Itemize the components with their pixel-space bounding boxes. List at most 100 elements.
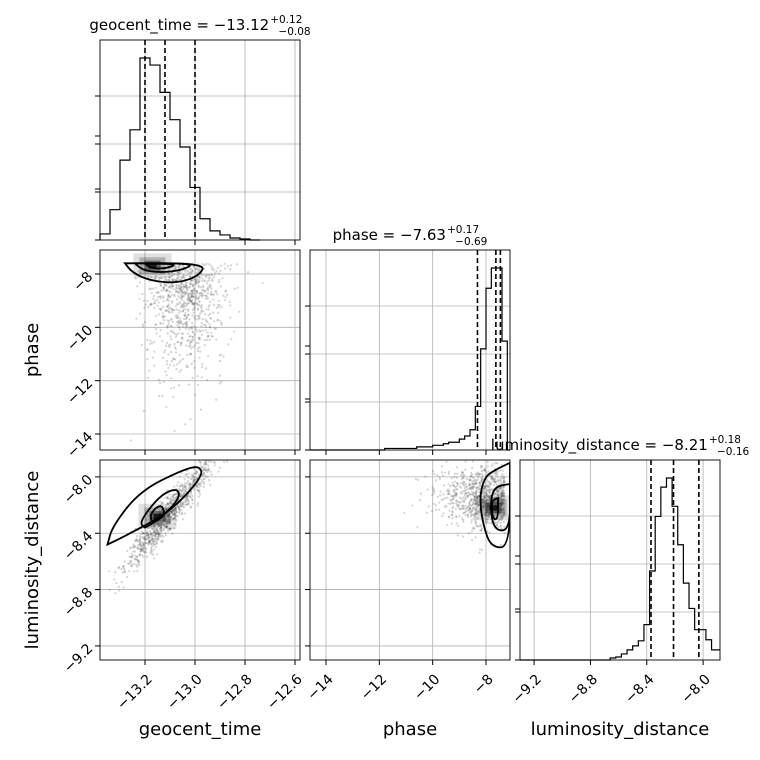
scatter-point xyxy=(497,494,500,497)
scatter-point xyxy=(182,265,185,268)
scatter-point xyxy=(162,300,165,303)
scatter-point xyxy=(165,526,168,529)
scatter-point xyxy=(155,332,158,335)
scatter-point xyxy=(193,478,197,481)
panel-frame xyxy=(309,249,511,451)
scatter-point xyxy=(169,329,173,333)
scatter-point xyxy=(231,441,233,443)
scatter-point xyxy=(148,529,151,532)
scatter-point xyxy=(163,351,166,354)
scatter-point xyxy=(468,486,472,489)
scatter-point xyxy=(148,287,151,290)
scatter-point xyxy=(161,524,164,527)
scatter-point xyxy=(192,325,195,328)
scatter-point xyxy=(451,510,454,513)
scatter-point xyxy=(475,482,478,485)
scatter-point xyxy=(475,499,478,502)
scatter-point xyxy=(217,280,220,284)
scatter-point xyxy=(500,502,503,505)
scatter-point xyxy=(177,319,180,322)
scatter-point xyxy=(460,473,463,476)
scatter-point xyxy=(231,417,233,419)
scatter-point xyxy=(208,279,211,282)
scatter-point xyxy=(473,519,477,522)
scatter-point xyxy=(206,338,209,342)
scatter-point xyxy=(197,292,201,295)
scatter-point xyxy=(198,300,201,303)
scatter-point xyxy=(476,502,479,505)
scatter-point xyxy=(177,384,181,387)
scatter-point xyxy=(167,527,170,530)
scatter-point xyxy=(222,355,225,358)
scatter-point xyxy=(179,287,182,290)
scatter-point xyxy=(153,525,157,528)
scatter-point xyxy=(187,308,190,311)
scatter-point xyxy=(443,505,447,508)
scatter-point xyxy=(179,278,182,282)
scatter-point xyxy=(141,554,144,557)
scatter-point xyxy=(458,496,462,499)
scatter-point xyxy=(466,514,469,517)
scatter-point xyxy=(200,304,203,307)
scatter-point xyxy=(177,295,180,298)
scatter-point xyxy=(183,285,186,288)
scatter-point xyxy=(198,316,201,319)
scatter-point xyxy=(154,533,157,536)
scatter-point xyxy=(167,268,170,271)
scatter-point xyxy=(197,296,200,300)
scatter-point xyxy=(140,548,143,551)
panel-grid xyxy=(310,460,510,660)
scatter-point xyxy=(224,296,227,299)
scatter-point xyxy=(157,533,160,536)
scatter-point xyxy=(466,494,469,497)
scatter-point xyxy=(480,469,483,473)
scatter-point xyxy=(475,497,478,500)
scatter-point xyxy=(176,302,179,306)
scatter-point xyxy=(167,519,170,523)
scatter-point xyxy=(96,600,98,602)
scatter-point xyxy=(188,275,191,278)
scatter-point xyxy=(469,499,473,502)
scatter-point xyxy=(478,472,481,476)
scatter-point xyxy=(187,500,191,503)
scatter-point xyxy=(182,285,186,288)
scatter-point xyxy=(187,472,190,475)
scatter-point xyxy=(139,548,142,551)
scatter-point xyxy=(502,520,506,524)
scatter-point xyxy=(201,263,204,266)
scatter-point xyxy=(472,492,475,495)
scatter-point xyxy=(146,533,149,536)
scatter-point xyxy=(177,275,180,278)
scatter-point xyxy=(480,476,483,480)
scatter-point xyxy=(485,472,488,475)
scatter-point xyxy=(480,480,484,484)
scatter-point xyxy=(184,318,188,321)
scatter-point xyxy=(194,302,197,305)
scatter-point xyxy=(152,531,155,534)
scatter-point xyxy=(159,284,162,287)
scatter-point xyxy=(185,497,188,500)
scatter-point xyxy=(460,478,463,481)
scatter-point xyxy=(189,270,192,274)
scatter-point xyxy=(172,517,176,520)
scatter-point xyxy=(176,273,179,277)
scatter-point xyxy=(144,303,147,306)
scatter-point xyxy=(177,322,180,325)
scatter-point xyxy=(166,495,169,498)
scatter-point xyxy=(153,364,156,367)
scatter-point xyxy=(158,532,161,535)
scatter-point xyxy=(151,534,154,537)
scatter-point xyxy=(468,478,471,481)
scatter-point xyxy=(178,271,181,274)
scatter-point xyxy=(498,502,501,505)
scatter-point xyxy=(449,498,452,502)
scatter-point xyxy=(157,301,160,304)
scatter-point xyxy=(154,328,158,331)
scatter-point xyxy=(138,553,141,556)
scatter-point xyxy=(166,324,169,327)
y-axis-title-luminosity-distance: luminosity_distance xyxy=(22,471,43,650)
scatter-point xyxy=(171,498,174,501)
scatter-point xyxy=(187,339,190,342)
scatter-point xyxy=(169,516,172,519)
scatter-point xyxy=(205,460,208,463)
